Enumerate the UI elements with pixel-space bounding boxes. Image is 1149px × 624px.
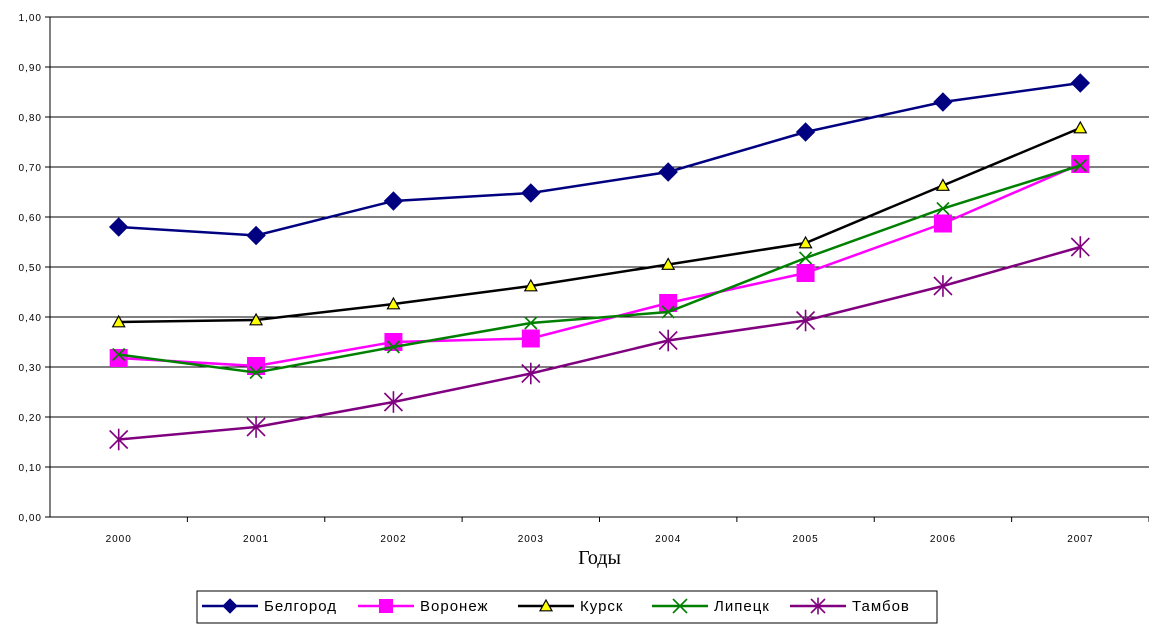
data-point-marker [383, 391, 404, 413]
legend-label: Тамбов [852, 598, 910, 615]
data-point-marker [672, 598, 688, 614]
y-tick-label: 0,40 [19, 313, 42, 324]
y-tick-label: 0,20 [19, 413, 42, 424]
data-point-marker [798, 235, 813, 249]
x-tick-label: 2006 [930, 534, 956, 545]
data-point-marker [1070, 73, 1091, 93]
y-tick-label: 0,30 [19, 363, 42, 374]
data-point-marker [521, 183, 541, 203]
y-tick-label: 0,10 [19, 463, 42, 474]
series-asterisk [109, 236, 1090, 451]
y-axis-ticks: 0,00 0,10 0,20 0,30 0,40 0,50 0,60 0,70 0,80 0,90… [19, 13, 42, 524]
series-line [118, 81, 1081, 237]
x-tick-label: 2003 [518, 534, 544, 545]
x-tick-label: 2005 [792, 534, 818, 545]
data-point-marker [538, 598, 554, 612]
y-tick-label: 1,00 [19, 13, 42, 24]
data-point-marker [661, 305, 675, 319]
legend-item: Воронеж [358, 598, 489, 615]
axes [45, 16, 1149, 522]
legend-label: Воронеж [420, 598, 489, 615]
data-point-marker [111, 314, 126, 328]
data-point-marker [1073, 158, 1087, 173]
data-point-marker [933, 214, 952, 233]
legend-label: Курск [580, 598, 623, 615]
data-point-marker [383, 191, 404, 211]
data-point-marker [249, 312, 264, 326]
data-point-marker [379, 599, 393, 613]
legend-label: Липецк [714, 598, 770, 615]
series-diamond [108, 73, 1091, 246]
data-point-marker [386, 296, 401, 310]
x-tick-label: 2007 [1067, 534, 1093, 545]
data-point-marker [1073, 120, 1088, 134]
series-triangle [111, 120, 1088, 328]
series-line [118, 164, 1081, 374]
gridlines [50, 16, 1149, 468]
series-line [118, 126, 1081, 324]
data-point-marker [222, 598, 238, 614]
data-point-marker [810, 597, 826, 615]
y-tick-label: 0,80 [19, 113, 42, 124]
data-point-marker [933, 92, 953, 112]
legend-item: Курск [518, 598, 623, 615]
data-point-marker [524, 316, 538, 330]
series-line [118, 162, 1081, 368]
data-point-marker [1071, 155, 1090, 173]
y-tick-label: 0,00 [19, 513, 42, 524]
series-line [118, 245, 1081, 441]
x-axis-ticks: 2000 2001 2002 2003 2004 2005 2006 2007 [106, 534, 1093, 545]
y-tick-label: 0,60 [19, 213, 42, 224]
x-tick-label: 2001 [243, 534, 269, 545]
series-x [112, 158, 1087, 380]
data-point-marker [521, 362, 541, 385]
data-point-marker [798, 251, 813, 265]
data-point-marker [658, 329, 678, 352]
data-point-marker [249, 365, 263, 380]
data-point-marker [108, 217, 129, 237]
data-point-marker [795, 122, 816, 142]
data-point-marker [386, 340, 401, 354]
x-tick-label: 2000 [106, 534, 132, 545]
data-point-marker [795, 309, 816, 332]
legend-label: Белгород [264, 598, 337, 615]
data-point-marker [1070, 236, 1090, 258]
data-point-marker [521, 329, 540, 348]
series-lines [108, 73, 1091, 451]
data-point-marker [109, 349, 128, 367]
data-point-marker [933, 275, 953, 297]
y-tick-label: 0,70 [19, 163, 42, 174]
legend: Белгород Воронеж Курск Липецк Тамбов [196, 590, 938, 624]
data-point-marker [112, 347, 126, 362]
data-point-marker [936, 201, 950, 216]
legend-item: Белгород [202, 598, 337, 615]
data-point-marker [109, 428, 129, 451]
x-tick-label: 2004 [655, 534, 681, 545]
y-tick-label: 0,50 [19, 263, 42, 274]
data-point-marker [658, 162, 678, 182]
x-axis-title: Годы [578, 547, 621, 569]
data-point-marker [661, 257, 676, 270]
data-point-marker [246, 225, 266, 246]
x-tick-label: 2002 [380, 534, 406, 545]
legend-item: Тамбов [790, 597, 910, 615]
data-point-marker [796, 264, 815, 282]
data-point-marker [246, 416, 266, 438]
data-point-marker [523, 278, 538, 292]
data-point-marker [935, 178, 950, 191]
legend-item: Липецк [652, 598, 770, 615]
y-tick-label: 0,90 [19, 63, 42, 74]
